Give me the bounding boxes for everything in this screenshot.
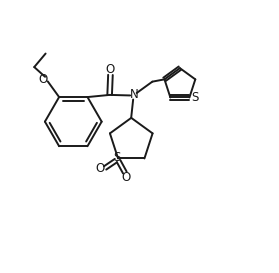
Text: S: S xyxy=(191,91,198,104)
Text: S: S xyxy=(113,152,121,164)
Text: O: O xyxy=(106,63,115,76)
Text: O: O xyxy=(122,171,131,184)
Text: N: N xyxy=(129,88,138,101)
Text: O: O xyxy=(38,73,47,86)
Text: O: O xyxy=(96,162,105,176)
